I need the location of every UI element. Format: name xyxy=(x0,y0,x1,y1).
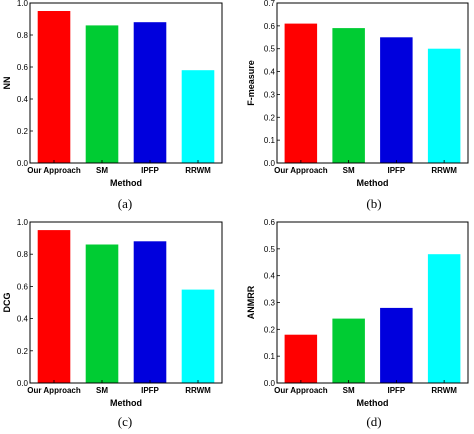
bar xyxy=(427,254,461,383)
bar xyxy=(37,230,71,383)
panel-caption: (a) xyxy=(118,196,132,211)
bar xyxy=(380,307,413,383)
x-tick-label: Our Approach xyxy=(27,166,81,175)
x-tick-label: RRWM xyxy=(185,166,211,175)
y-tick-label: 0.7 xyxy=(264,0,276,8)
chart-panel: Our Approach SM IPFP RRWM 0.0 0.1 0.2 0.3 0.4 0.5… xyxy=(246,0,469,211)
x-axis-label: Method xyxy=(357,398,389,408)
y-axis-label: F-measure xyxy=(246,60,256,106)
y-tick-label: 0.4 xyxy=(17,95,29,104)
y-tick-label: 0.4 xyxy=(264,68,276,77)
y-tick-label: 1.0 xyxy=(17,218,29,227)
x-tick-label: IPFP xyxy=(387,386,405,395)
bar xyxy=(181,70,215,163)
y-tick-label: 0.8 xyxy=(17,250,29,259)
y-tick-label: 0.2 xyxy=(264,113,276,122)
y-tick-label: 0.2 xyxy=(17,127,29,136)
bar xyxy=(37,11,71,163)
chart-panel: Our Approach SM IPFP RRWM 0.0 0.2 0.4 0.6 0.8 1.0… xyxy=(2,0,223,211)
bar xyxy=(85,25,119,164)
plot-frame xyxy=(276,2,469,164)
x-tick-label: SM xyxy=(343,386,355,395)
x-tick-label: SM xyxy=(343,166,355,175)
plot-frame xyxy=(276,221,469,384)
y-tick-label: 0.1 xyxy=(264,136,276,145)
panel-caption: (b) xyxy=(366,196,381,211)
bar xyxy=(181,289,215,383)
bar xyxy=(380,37,413,163)
bar xyxy=(284,23,318,163)
x-tick-label: RRWM xyxy=(185,386,211,395)
x-axis-label: Method xyxy=(110,178,142,188)
y-tick-label: 0.0 xyxy=(17,379,29,388)
plot-frame xyxy=(29,2,223,164)
panel-caption: (d) xyxy=(366,414,381,429)
y-axis-label: ANMRR xyxy=(246,285,256,319)
y-tick-label: 0.6 xyxy=(17,282,29,291)
y-tick-label: 0.2 xyxy=(17,347,29,356)
x-tick-label: RRWM xyxy=(431,386,457,395)
y-tick-label: 0.6 xyxy=(17,63,29,72)
chart-panel: Our Approach SM IPFP RRWM 0.0 0.2 0.4 0.6 0.8 1.0… xyxy=(2,218,223,429)
y-tick-label: 0.4 xyxy=(17,315,29,324)
x-tick-label: IPFP xyxy=(141,386,159,395)
bar xyxy=(427,48,461,164)
bar xyxy=(133,22,167,164)
y-tick-label: 0.4 xyxy=(264,272,276,281)
bar xyxy=(332,28,365,163)
y-tick-label: 0.2 xyxy=(264,325,276,334)
x-tick-label: SM xyxy=(96,166,108,175)
x-tick-label: Our Approach xyxy=(27,386,81,395)
y-tick-label: 0.3 xyxy=(264,90,276,99)
y-tick-label: 0.5 xyxy=(264,45,276,54)
x-tick-label: Our Approach xyxy=(274,386,328,395)
bar xyxy=(85,244,119,383)
x-axis-label: Method xyxy=(110,398,142,408)
y-tick-label: 0.8 xyxy=(17,31,29,40)
bar xyxy=(284,334,318,383)
y-tick-label: 0.3 xyxy=(264,299,276,308)
y-tick-label: 0.5 xyxy=(264,245,276,254)
y-tick-label: 0.6 xyxy=(264,218,276,227)
chart-panel: Our Approach SM IPFP RRWM 0.0 0.1 0.2 0.3 0.4 0.5… xyxy=(246,218,469,429)
y-axis-label: NN xyxy=(2,77,12,90)
x-tick-label: Our Approach xyxy=(274,166,328,175)
y-tick-label: 0.0 xyxy=(264,379,276,388)
x-tick-label: IPFP xyxy=(387,166,405,175)
y-tick-label: 0.0 xyxy=(264,159,276,168)
x-tick-label: RRWM xyxy=(431,166,457,175)
y-tick-label: 0.1 xyxy=(264,352,276,361)
y-tick-label: 1.0 xyxy=(17,0,29,8)
panel-caption: (c) xyxy=(118,414,132,429)
y-axis-label: DCG xyxy=(2,293,12,313)
plot-frame xyxy=(29,221,223,384)
y-tick-label: 0.6 xyxy=(264,22,276,31)
y-tick-label: 0.0 xyxy=(17,159,29,168)
bar xyxy=(133,241,167,383)
bar xyxy=(332,318,365,383)
x-tick-label: SM xyxy=(96,386,108,395)
x-axis-label: Method xyxy=(357,178,389,188)
x-tick-label: IPFP xyxy=(141,166,159,175)
